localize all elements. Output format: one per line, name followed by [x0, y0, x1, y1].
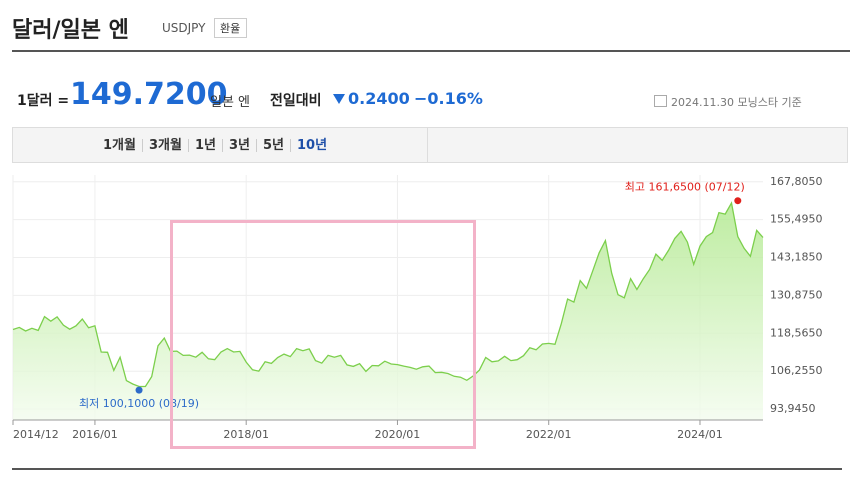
chart: 93,9450 106,2550 118,5650 130,8750 143,1850 1… — [12, 175, 823, 441]
annotation: 최고 161,6500 (07/12) — [625, 181, 745, 194]
period-tab[interactable]: 1개월 — [97, 138, 143, 152]
tab-divider — [427, 127, 428, 163]
period-tab[interactable]: 5년 — [257, 138, 291, 152]
date-text: 2024.11.30 — [671, 96, 734, 109]
x-tick-label: 2014/12 — [13, 428, 59, 441]
area — [13, 203, 763, 420]
change-label: 전일대비 — [270, 93, 322, 109]
y-tick-label: 143,1850 — [770, 251, 823, 264]
code: USDJPY — [162, 21, 206, 35]
period-tab[interactable]: 10년 — [296, 137, 328, 153]
highlight-box — [170, 220, 476, 449]
y-tick-label: 93,9450 — [770, 402, 816, 415]
period-tab[interactable]: 3개월 — [143, 138, 189, 152]
y-tick-label: 106,2550 — [770, 364, 823, 377]
period-tab[interactable]: 3년 — [223, 138, 257, 152]
extreme-point — [734, 197, 742, 205]
y-tick-label: 155,4950 — [770, 213, 823, 226]
x-tick-label: 2016/01 — [72, 428, 118, 441]
exchange-button[interactable]: 환율 — [214, 18, 248, 38]
line — [12, 201, 764, 388]
currency: 일본 엔 — [210, 95, 251, 110]
bottom-divider — [12, 468, 842, 470]
date: 2024.11.30 모닝스타 기준 — [654, 94, 802, 110]
x-tick-label: 2018/01 — [223, 428, 269, 441]
extreme-point — [135, 386, 143, 394]
x-tick-label: 2024/01 — [677, 428, 723, 441]
tab-bar: 1개월 3개월 1년 3년 5년 10년 — [12, 127, 848, 163]
divider — [12, 50, 850, 52]
y-tick-label: 130,8750 — [770, 288, 823, 301]
source: 모닝스타 기준 — [737, 96, 802, 109]
down-arrow — [333, 94, 345, 104]
annotation: 최저 100,1000 (08/19) — [79, 397, 199, 410]
price: 149.7200 — [70, 77, 228, 112]
unit-label: 1달러 = — [17, 93, 70, 109]
change-pct: −0.16% — [414, 89, 483, 108]
title: 달러/일본 엔 — [12, 18, 129, 43]
y-tick-label: 118,5650 — [770, 326, 823, 339]
change: 0.2400 — [348, 89, 410, 108]
period-tab[interactable]: 1년 — [189, 138, 223, 152]
x-tick-label: 2020/01 — [375, 428, 421, 441]
x-tick-label: 2022/01 — [526, 428, 572, 441]
y-tick-label: 167,8050 — [770, 175, 823, 188]
